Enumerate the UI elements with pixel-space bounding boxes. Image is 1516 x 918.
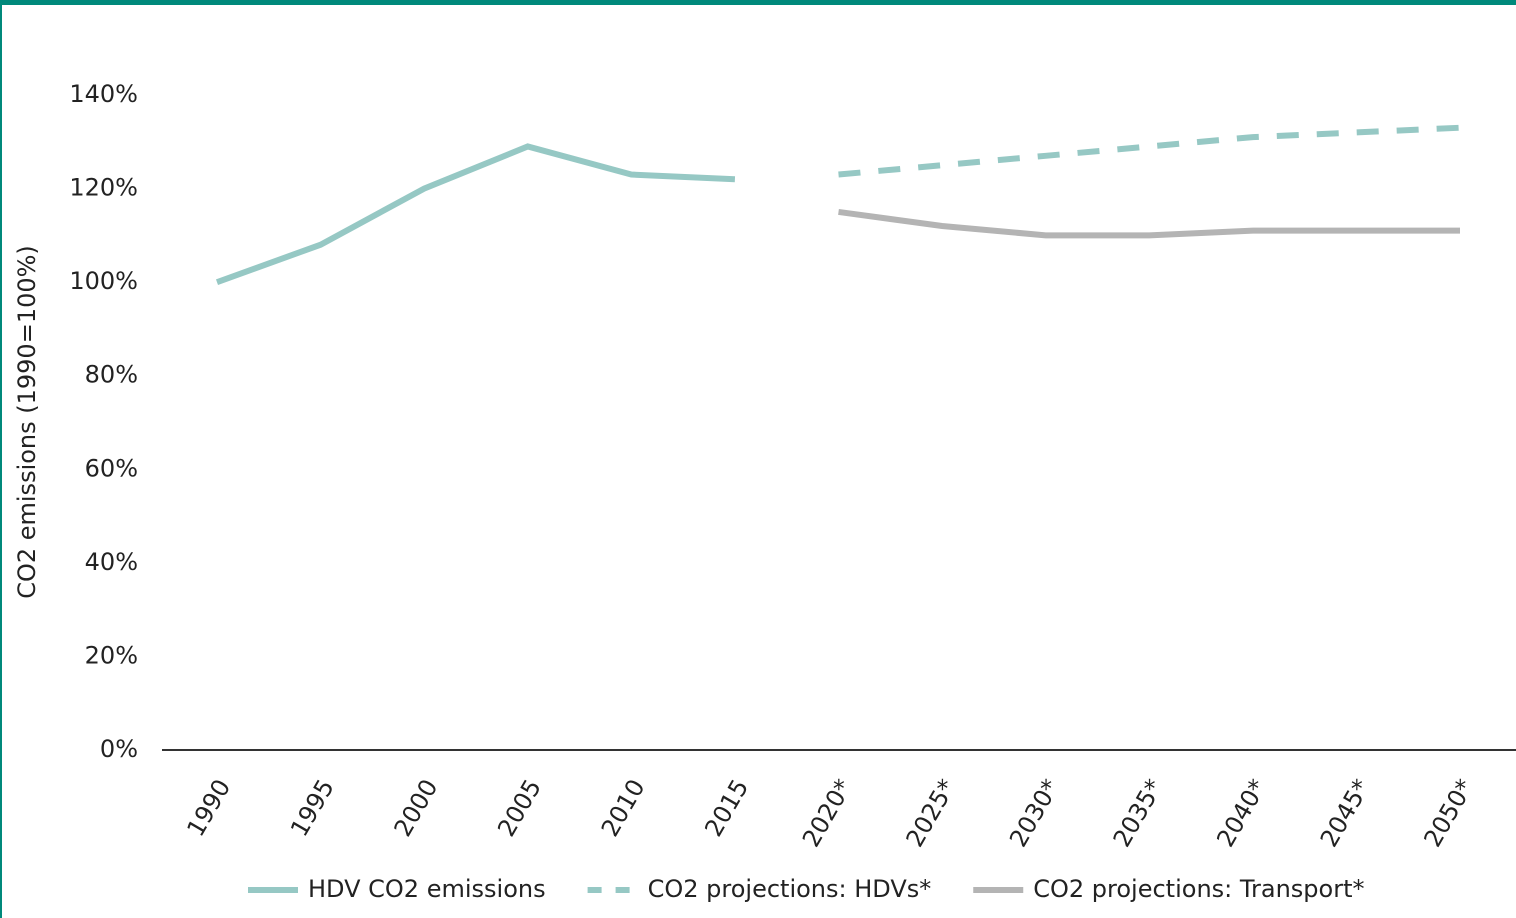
left-border [0,0,2,918]
legend-label: HDV CO2 emissions [308,875,546,903]
y-tick-label: 80% [85,361,138,389]
series-line [838,124,1461,178]
x-tick-label: 2030* [1004,775,1065,852]
x-tick-label: 2050* [1418,775,1479,852]
x-tick-label: 2045* [1315,775,1376,852]
y-tick-label: 120% [69,174,138,202]
y-tick-label: 60% [85,454,138,482]
y-tick-label: 40% [85,548,138,576]
y-tick-label: 100% [69,267,138,295]
legend-label: CO2 projections: HDVs* [648,875,932,903]
x-tick-label: 2035* [1108,775,1169,852]
y-tick-label: 140% [69,80,138,108]
x-tick-label: 2010 [596,775,651,842]
y-tick-label: 20% [85,641,138,669]
x-tick-label: 2000 [389,775,444,842]
x-tick-label: 1995 [285,775,340,842]
series-line [215,143,736,285]
x-tick-label: 1990 [181,775,236,842]
x-tick-label: 2040* [1211,775,1272,852]
y-tick-label: 0% [100,735,138,763]
y-axis-label: CO2 emissions (1990=100%) [13,245,41,599]
top-border [0,0,1516,5]
legend-label: CO2 projections: Transport* [1033,875,1364,903]
x-tick-label: 2015 [699,775,754,842]
x-tick-label: 2005 [492,775,547,842]
series-line [838,208,1460,239]
x-tick-label: 2020* [797,775,858,852]
x-tick-label: 2025* [901,775,962,852]
